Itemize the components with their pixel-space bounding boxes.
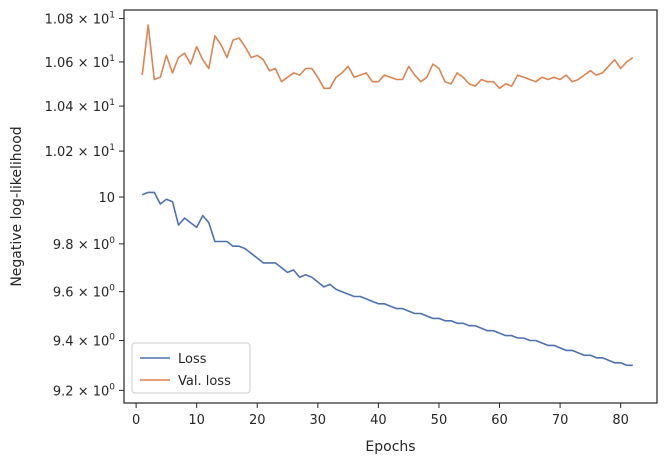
x-tick-label: 60: [491, 413, 508, 428]
x-axis-ticks: 0 10 20 30 40 50 60 70 80: [132, 403, 629, 428]
y-tick-label: 1.06 × 101: [45, 54, 115, 71]
x-tick-label: 80: [612, 413, 629, 428]
x-tick-label: 40: [370, 413, 387, 428]
x-tick-label: 70: [552, 413, 569, 428]
x-tick-label: 10: [188, 413, 205, 428]
y-tick-label: 9.4 × 100: [53, 332, 115, 349]
x-tick-label: 50: [431, 413, 448, 428]
plot-frame: [123, 9, 658, 404]
legend-label-loss: Loss: [178, 352, 207, 367]
y-axis-ticks: 9.2 × 100 9.4 × 100 9.6 × 100 9.8 × 100 10 1.…: [45, 11, 124, 399]
y-tick-label: 1.08 × 101: [45, 11, 115, 28]
y-tick-label: 10: [98, 191, 115, 206]
legend-label-val-loss: Val. loss: [178, 374, 231, 389]
y-tick-label: 9.8 × 100: [53, 236, 115, 253]
y-tick-label: 9.2 × 100: [53, 382, 115, 399]
plot-lines: [141, 24, 634, 367]
x-axis-label: Epochs: [365, 439, 415, 455]
series-line-loss: [141, 191, 633, 367]
series-line-val-loss: [141, 24, 634, 90]
y-tick-label: 9.6 × 100: [53, 284, 115, 301]
x-tick-label: 20: [249, 413, 266, 428]
y-axis-label: Negative log-likelihood: [9, 126, 25, 286]
legend: Loss Val. loss: [131, 342, 251, 394]
x-tick-label: 0: [132, 413, 140, 428]
x-tick-label: 30: [310, 413, 327, 428]
y-tick-label: 1.02 × 101: [45, 143, 115, 160]
y-tick-label: 1.04 × 101: [45, 98, 115, 115]
